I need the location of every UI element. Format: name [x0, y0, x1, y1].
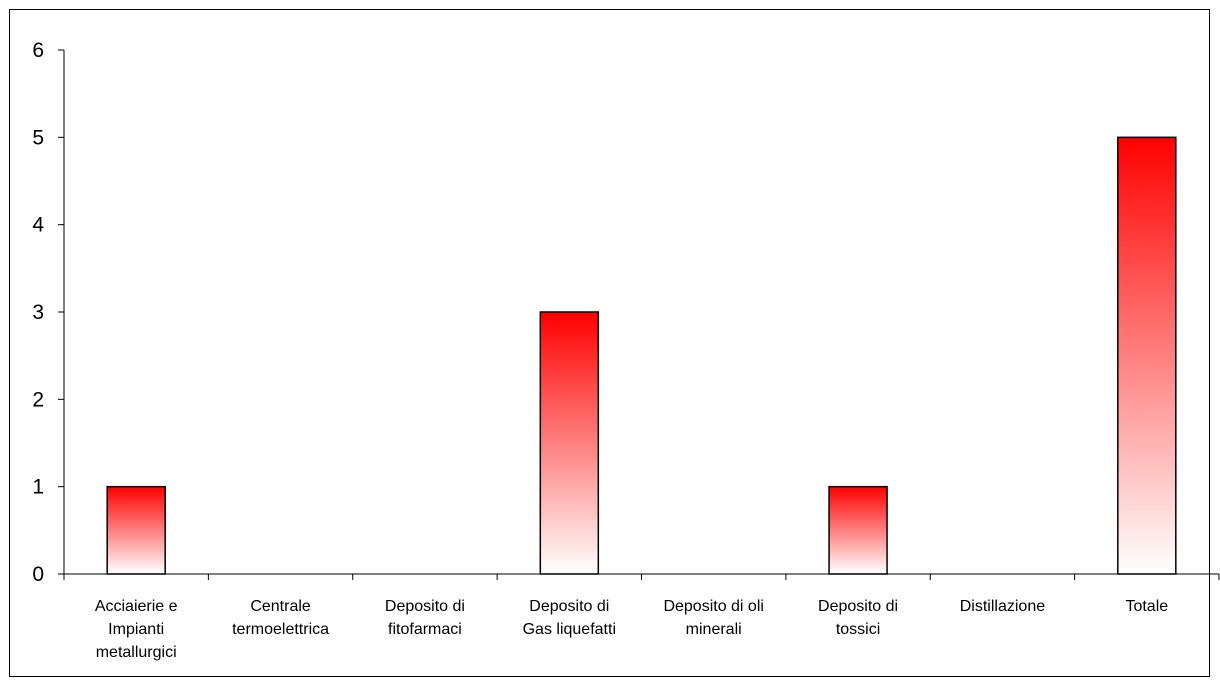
y-tick-label: 0 [32, 563, 44, 586]
category-label: Deposito di oli minerali [663, 598, 764, 638]
category-label-line: Centrale [250, 598, 311, 615]
y-axis: 0 1 2 3 4 5 6 [32, 39, 65, 586]
category-label: Distillazione [960, 598, 1045, 615]
x-axis [63, 573, 1220, 580]
y-tick-label: 4 [32, 214, 44, 237]
y-tick-label: 3 [32, 301, 44, 324]
y-tick-label: 5 [32, 126, 44, 149]
category-labels: Acciaierie e Impianti metallurgici Centrale… [95, 598, 1168, 661]
category-label-line: fitofarmaci [388, 621, 462, 638]
y-tick-label: 2 [32, 388, 44, 411]
category-label-line: Acciaierie e [95, 598, 178, 615]
category-label-line: termoelettrica [232, 621, 329, 638]
category-label-line: minerali [686, 621, 742, 638]
chart-frame [9, 9, 1210, 677]
category-label: Acciaierie e Impianti metallurgici [95, 598, 178, 661]
bars [106, 136, 1177, 575]
y-tick-label: 1 [32, 476, 44, 499]
bar-3 [539, 311, 600, 575]
category-label: Deposito di Gas liquefatti [523, 598, 616, 638]
category-label: Deposito di fitofarmaci [385, 598, 465, 638]
bar-5 [828, 485, 888, 575]
category-label-line: Deposito di [818, 598, 898, 615]
category-label-line: Totale [1125, 598, 1168, 615]
category-label-line: Deposito di [529, 598, 609, 615]
category-label-line: Deposito di oli [663, 598, 764, 615]
y-tick-label: 6 [32, 39, 44, 62]
category-label-line: Distillazione [960, 598, 1045, 615]
category-label-line: Gas liquefatti [523, 621, 616, 638]
category-label-line: Deposito di [385, 598, 465, 615]
category-label-line: Impianti [108, 621, 164, 638]
category-label: Centrale termoelettrica [232, 598, 329, 638]
category-label: Deposito di tossici [818, 598, 898, 638]
category-label-line: tossici [836, 621, 880, 638]
category-label: Totale [1125, 598, 1168, 615]
category-label-line: metallurgici [96, 644, 177, 661]
bar-0 [106, 485, 166, 575]
bar-7 [1117, 136, 1177, 575]
